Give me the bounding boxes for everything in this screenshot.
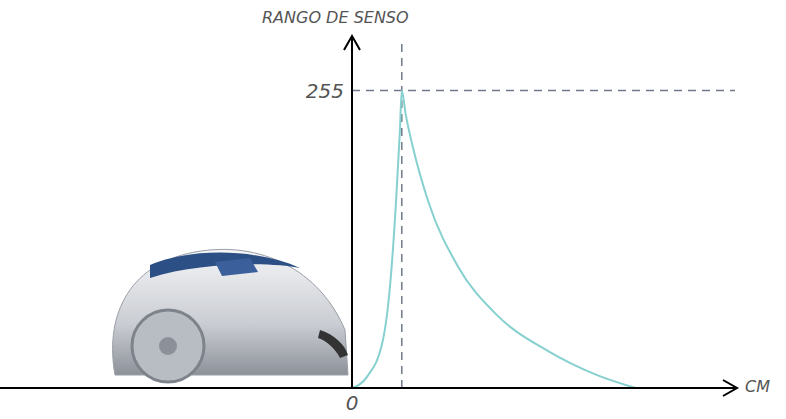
svg-text:255: 255 xyxy=(306,79,344,103)
svg-text:0: 0 xyxy=(346,391,359,415)
html-text:CM: CM xyxy=(745,377,770,396)
html-text:RANGO DE SENSO: RANGO DE SENSO xyxy=(262,8,409,27)
